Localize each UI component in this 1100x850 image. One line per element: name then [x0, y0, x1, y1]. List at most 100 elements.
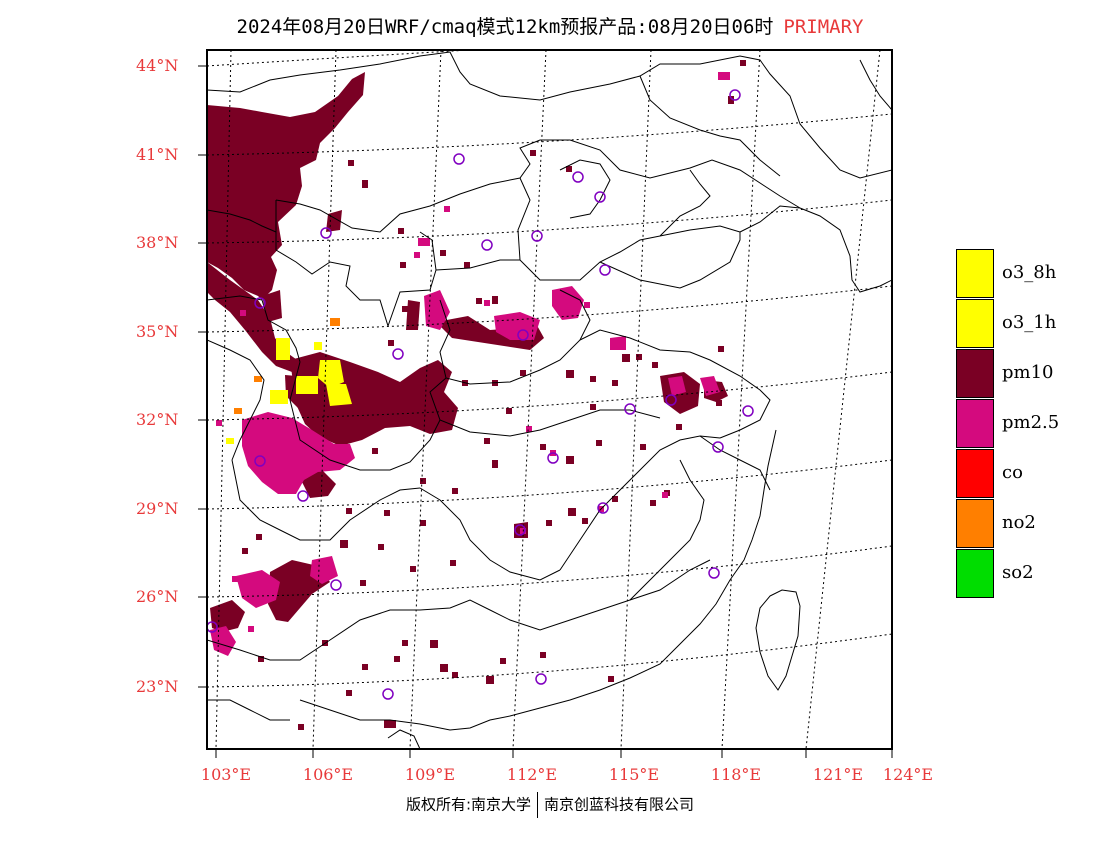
- boundaries: [207, 51, 892, 749]
- o3-block-2: [318, 360, 344, 388]
- hebei-shandong: [519, 225, 741, 281]
- lat-label-41n: 41°N: [136, 145, 179, 164]
- station-marker: [729, 89, 741, 101]
- tibet-qinghai: [207, 295, 263, 301]
- hubei: [429, 377, 661, 437]
- station-marker: [207, 621, 218, 633]
- guizhou-hunan: [419, 487, 561, 581]
- station-marker: [392, 348, 404, 360]
- xinjiang-gansu: [207, 209, 277, 233]
- graticule: [207, 50, 892, 749]
- parallel-35n: [207, 285, 892, 333]
- pm10-yunnan-south: [210, 600, 245, 632]
- henan: [439, 289, 591, 385]
- lon-label-115e: 115°E: [608, 765, 660, 784]
- liaodong: [739, 205, 801, 233]
- shaanxi: [387, 231, 437, 327]
- map-frame: [206, 49, 893, 750]
- lon-label-109e: 109°E: [404, 765, 456, 784]
- legend-swatch: [956, 299, 994, 348]
- zhejiang: [699, 435, 771, 491]
- no2-dot-3: [234, 408, 242, 414]
- no2-dot-1: [330, 318, 340, 326]
- meridian-106e: [312, 50, 337, 749]
- pm25-shanxi: [424, 290, 450, 330]
- lat-label-38n: 38°N: [136, 233, 179, 252]
- hunan-jiangxi: [559, 435, 721, 571]
- legend-label: no2: [1002, 512, 1036, 533]
- jiangsu-anhui: [579, 329, 771, 439]
- pm10-hebei-strip: [406, 300, 420, 330]
- lon-label-106e: 106°E: [302, 765, 354, 784]
- meridian-118e: [721, 50, 761, 749]
- station-marker: [572, 171, 584, 183]
- meridian-112e: [512, 50, 547, 749]
- station-marker: [382, 688, 394, 700]
- northern-border: [207, 51, 892, 179]
- o3-dot-1: [226, 438, 234, 444]
- yunnan-laos: [207, 699, 290, 721]
- o3-block-5: [270, 390, 288, 404]
- pm25-shandong: [552, 286, 584, 320]
- tick-marks: [198, 65, 893, 758]
- station-marker: [453, 153, 465, 165]
- lat-label-32n: 32°N: [136, 410, 179, 429]
- station-marker: [594, 191, 606, 203]
- taiwan: [755, 589, 801, 691]
- sichuan-west: [207, 339, 265, 461]
- pm25-guizhou: [236, 570, 280, 608]
- pm25-guangxi-west: [210, 626, 236, 656]
- title-main: 2024年08月20日WRF/cmaq模式12km预报产品:08月20日06时: [236, 16, 774, 38]
- yunnan-guizhou: [231, 459, 421, 541]
- sichuan-chongqing: [289, 361, 441, 471]
- station-markers: [207, 89, 754, 700]
- legend-swatch: [956, 499, 994, 548]
- lon-label-118e: 118°E: [710, 765, 762, 784]
- o3-block-4: [326, 384, 352, 406]
- legend-label: co: [1002, 462, 1023, 483]
- station-marker: [597, 502, 609, 514]
- south-coast: [299, 429, 777, 731]
- o3-block-3: [296, 376, 318, 394]
- station-marker: [481, 239, 493, 251]
- copyright-footer: 版权所有:南京大学 南京创蓝科技有限公司: [0, 792, 1100, 818]
- pm25-hubei: [610, 336, 626, 350]
- pm10-northwest-region: [207, 72, 365, 300]
- meridian-109e: [409, 50, 442, 749]
- map-content: [207, 50, 892, 749]
- copyright-right: 南京创蓝科技有限公司: [544, 795, 695, 814]
- station-marker: [547, 452, 559, 464]
- fujian-inner: [629, 459, 705, 601]
- lat-label-35n: 35°N: [136, 322, 179, 341]
- legend-label: pm2.5: [1002, 412, 1060, 433]
- pm10-henan: [436, 316, 544, 350]
- station-marker: [665, 394, 677, 406]
- pm10-gansu: [262, 290, 282, 322]
- station-marker: [320, 227, 332, 239]
- pm25-beijing: [418, 238, 430, 246]
- no2-dot-2: [254, 376, 262, 382]
- parallel-23n: [207, 633, 892, 688]
- lat-label-29n: 29°N: [136, 499, 179, 518]
- station-marker: [330, 579, 342, 591]
- pm25-guizhou-east: [310, 556, 338, 584]
- pm25-field: [210, 72, 730, 656]
- hainan-coast: [387, 729, 421, 749]
- o3-field: [226, 338, 352, 444]
- bohai: [659, 169, 711, 237]
- title-tag: PRIMARY: [783, 16, 864, 38]
- station-marker: [624, 403, 636, 415]
- legend-swatch: [956, 549, 994, 598]
- copyright-left: 版权所有:南京大学: [405, 795, 532, 814]
- lon-label-121e: 121°E: [812, 765, 864, 784]
- lon-label-103e: 103°E: [200, 765, 252, 784]
- legend-swatch: [956, 449, 994, 498]
- station-marker: [535, 673, 547, 685]
- northeast-inner: [639, 75, 781, 177]
- map-title: 2024年08月20日WRF/cmaq模式12km预报产品:08月20日06时 P…: [0, 12, 1100, 39]
- station-marker: [517, 329, 529, 341]
- lat-label-26n: 26°N: [136, 587, 179, 606]
- o3-block-1: [276, 338, 290, 360]
- lat-label-23n: 23°N: [136, 677, 179, 696]
- meridian-103e: [215, 50, 232, 749]
